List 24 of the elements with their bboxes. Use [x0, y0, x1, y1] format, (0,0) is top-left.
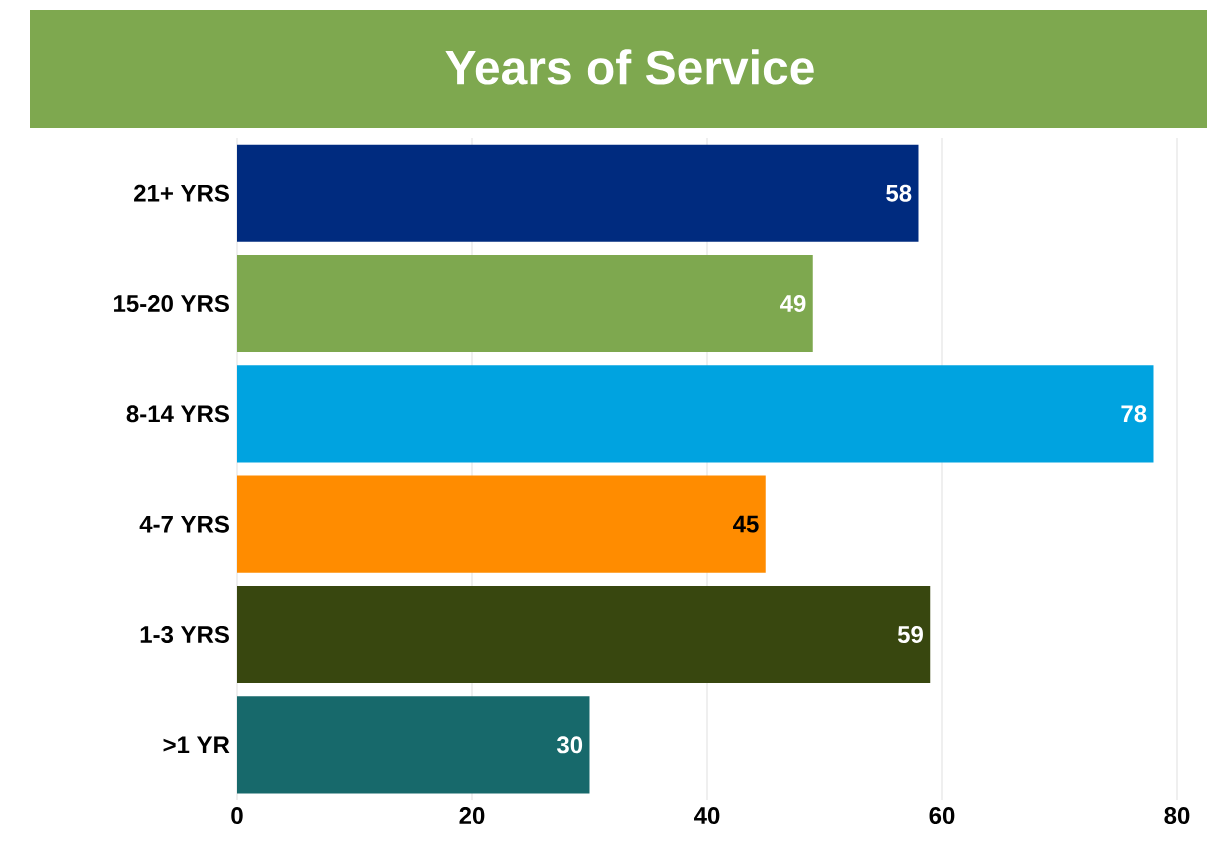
y-tick-label: 8-14 YRS — [126, 405, 229, 423]
data-label: 30 — [556, 736, 583, 754]
bar — [237, 585, 931, 684]
data-label: 59 — [897, 626, 923, 643]
bar — [237, 475, 766, 573]
x-tick-label: 80 — [1164, 807, 1190, 825]
y-tick-label: 4-7 YRS — [139, 515, 229, 533]
x-tick-label: 20 — [459, 807, 485, 825]
x-tick-label: 60 — [929, 807, 955, 825]
x-tick-label: 40 — [694, 807, 720, 825]
bar — [237, 144, 919, 242]
chart-title: Years of Service — [445, 49, 814, 85]
y-tick-label: 15-20 YRS — [114, 295, 229, 312]
y-tick-label: 1-3 YRS — [140, 626, 229, 644]
bar — [237, 254, 813, 353]
bar — [237, 696, 590, 794]
y-tick-label: >1 YR — [163, 736, 230, 754]
data-label: 49 — [780, 295, 806, 312]
data-label: 45 — [733, 515, 759, 533]
data-label: 58 — [886, 184, 912, 202]
y-tick-label: 21+ YRS — [134, 184, 229, 202]
bar — [237, 365, 1154, 463]
x-tick-label: 0 — [231, 807, 243, 825]
data-label: 78 — [1121, 405, 1147, 423]
